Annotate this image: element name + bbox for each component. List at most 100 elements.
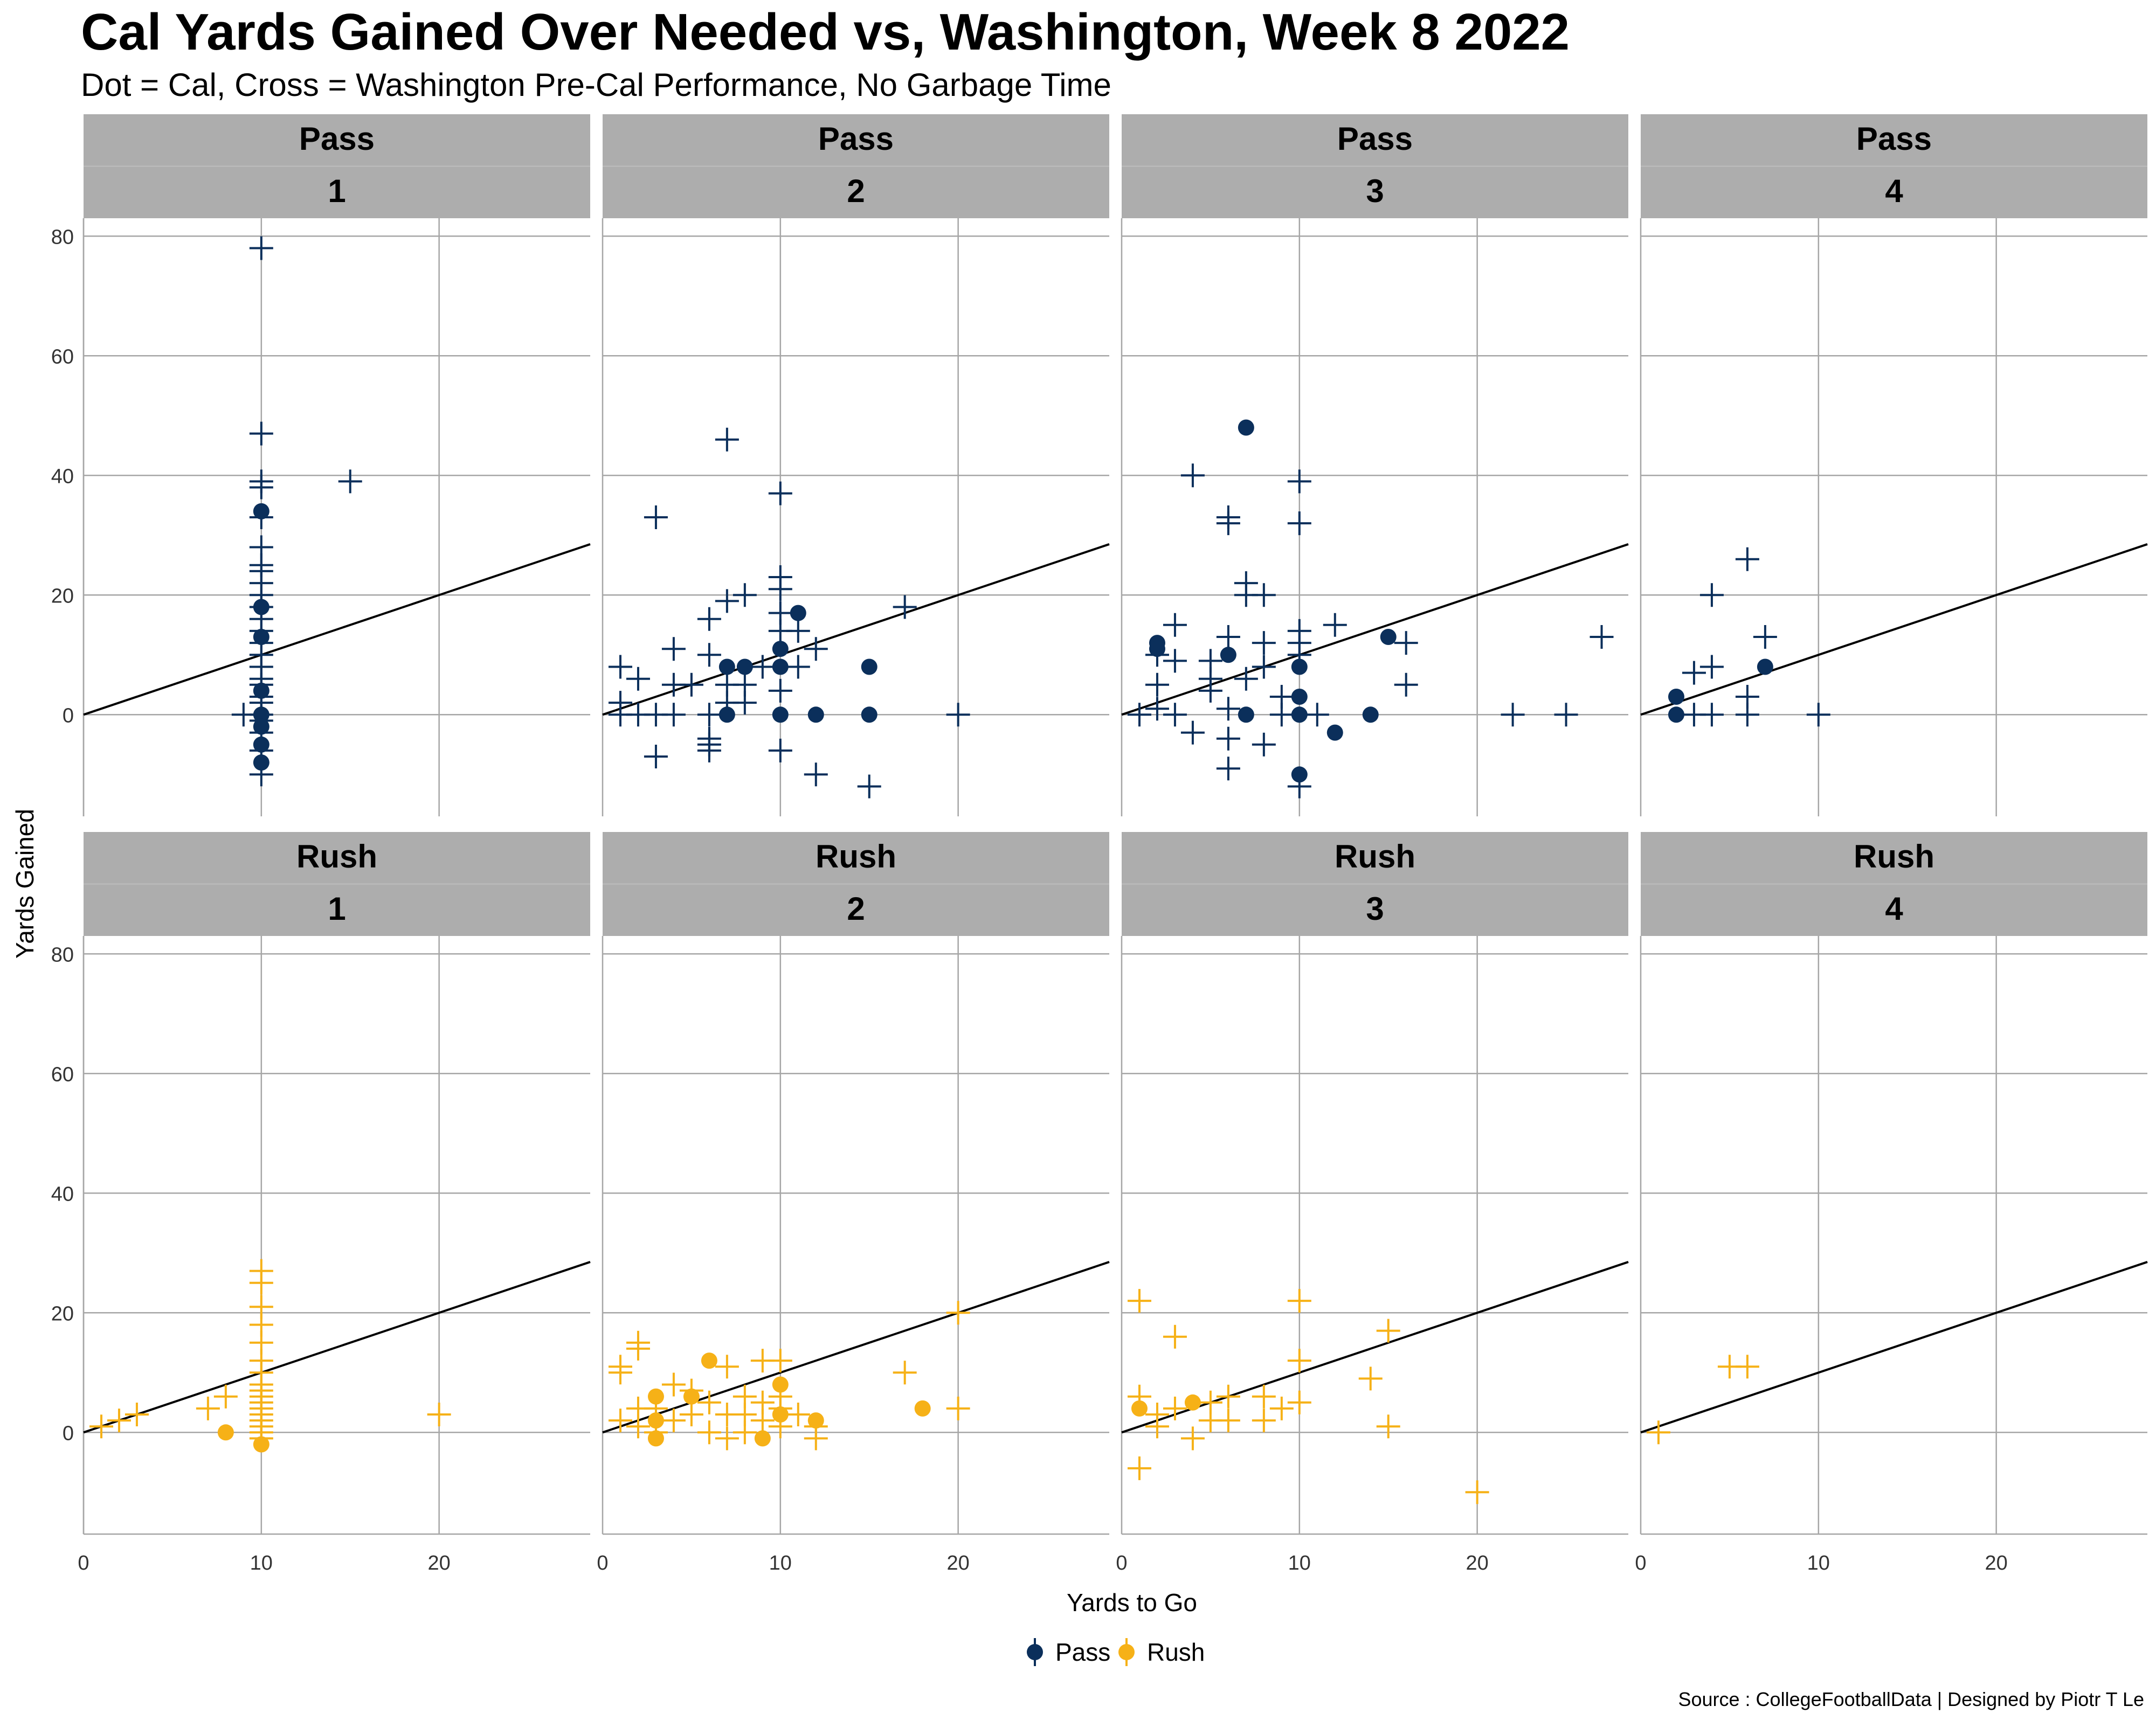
facet-panel-rush-3: Rush 3 0 10 20 xyxy=(1116,832,1629,1575)
washington-cross-point xyxy=(1394,631,1418,655)
washington-cross-point xyxy=(1287,469,1311,494)
cal-dot-point xyxy=(790,605,806,621)
washington-cross-point xyxy=(1699,655,1724,679)
strip-label-play-type: Pass xyxy=(818,121,894,157)
y-tick-label: 20 xyxy=(51,1302,74,1325)
x-tick-label: 10 xyxy=(1288,1552,1311,1575)
washington-cross-point xyxy=(1216,625,1240,649)
washington-cross-point xyxy=(715,427,739,452)
washington-cross-point xyxy=(697,643,721,667)
washington-cross-point xyxy=(679,1403,703,1426)
cal-dot-point xyxy=(772,706,789,723)
cal-dot-point xyxy=(1220,647,1236,663)
washington-cross-point xyxy=(608,1361,632,1385)
x-tick-label: 0 xyxy=(1635,1552,1646,1575)
y-tick-label: 0 xyxy=(63,704,74,727)
cal-dot-point xyxy=(1149,641,1165,657)
washington-cross-point xyxy=(1127,703,1151,727)
cal-dot-point xyxy=(217,1424,234,1441)
washington-cross-point xyxy=(1163,1324,1187,1349)
washington-cross-point xyxy=(750,655,775,679)
washington-cross-point xyxy=(697,738,721,762)
facet-panel-pass-3: Pass 3 xyxy=(1121,114,1629,816)
washington-cross-point xyxy=(786,619,810,643)
reference-line xyxy=(83,1261,591,1434)
strip-label-down: 3 xyxy=(1366,891,1384,927)
washington-cross-point xyxy=(697,1420,721,1445)
x-tick-label: 20 xyxy=(428,1552,451,1575)
cal-dot-point xyxy=(772,1376,789,1393)
cal-dot-point xyxy=(647,1430,664,1447)
y-tick-label: 20 xyxy=(51,585,74,607)
y-axis-label: Yards Gained xyxy=(11,809,39,959)
strip-label-play-type: Rush xyxy=(1335,838,1415,875)
washington-cross-point xyxy=(733,583,757,607)
strip-label-play-type: Pass xyxy=(1337,121,1413,157)
legend-label: Pass xyxy=(1055,1638,1110,1666)
washington-cross-point xyxy=(661,1372,686,1397)
washington-cross-point xyxy=(125,1403,149,1426)
washington-cross-point xyxy=(644,505,668,529)
reference-line xyxy=(1121,543,1629,716)
cal-dot-point xyxy=(1238,706,1254,723)
y-tick-label: 0 xyxy=(63,1422,74,1445)
cal-dot-point xyxy=(1291,658,1308,675)
washington-cross-point xyxy=(1216,1384,1240,1409)
washington-cross-point xyxy=(231,703,255,727)
strip-label-play-type: Rush xyxy=(1854,838,1934,875)
cal-dot-point xyxy=(1291,766,1308,783)
strip-label-down: 1 xyxy=(328,173,345,209)
washington-cross-point xyxy=(1234,667,1258,691)
cal-dot-point xyxy=(718,658,735,675)
cal-dot-point xyxy=(1238,419,1254,436)
cal-dot-point xyxy=(253,1436,270,1453)
legend-item-rush: Rush xyxy=(1118,1638,1205,1666)
cal-dot-point xyxy=(253,718,270,735)
washington-cross-point xyxy=(786,1403,810,1426)
cal-dot-point xyxy=(1380,629,1397,645)
cal-dot-point xyxy=(718,706,735,723)
washington-cross-point xyxy=(1145,672,1169,697)
washington-cross-point xyxy=(1735,1355,1759,1379)
washington-cross-point xyxy=(1163,1396,1187,1420)
cal-dot-point xyxy=(861,706,877,723)
washington-cross-point xyxy=(697,1390,721,1414)
washington-cross-point xyxy=(1287,511,1311,536)
strip-label-play-type: Rush xyxy=(816,838,896,875)
washington-cross-point xyxy=(1358,1367,1383,1391)
cal-dot-point xyxy=(1131,1400,1148,1417)
x-tick-label: 20 xyxy=(1466,1552,1489,1575)
strip-label-play-type: Pass xyxy=(299,121,375,157)
x-tick-label: 0 xyxy=(1116,1552,1127,1575)
cal-dot-point xyxy=(647,1412,664,1429)
reference-line xyxy=(1640,1261,2148,1434)
reference-line xyxy=(1121,1261,1629,1434)
facet-panel-pass-4: Pass 4 xyxy=(1640,114,2148,816)
washington-cross-point xyxy=(249,421,273,446)
washington-cross-point xyxy=(715,1426,739,1451)
washington-cross-point xyxy=(196,1396,220,1420)
cal-dot-point xyxy=(1668,689,1684,705)
washington-cross-point xyxy=(768,481,792,505)
legend-item-pass: Pass xyxy=(1027,1638,1110,1666)
legend-key-dot xyxy=(1027,1644,1043,1660)
legend-key-dot xyxy=(1118,1644,1135,1660)
y-tick-label: 60 xyxy=(51,1063,74,1086)
washington-cross-point xyxy=(733,1420,757,1445)
cal-dot-point xyxy=(253,682,270,699)
washington-cross-point xyxy=(733,691,757,715)
y-tick-label: 80 xyxy=(51,944,74,966)
washington-cross-point xyxy=(661,703,686,727)
washington-cross-point xyxy=(804,762,828,787)
strip-label-down: 4 xyxy=(1885,891,1903,927)
strip-label-down: 2 xyxy=(847,173,865,209)
washington-cross-point xyxy=(427,1403,451,1426)
washington-cross-point xyxy=(89,1414,113,1439)
y-tick-label: 80 xyxy=(51,226,74,248)
washington-cross-point xyxy=(1682,661,1706,685)
cal-dot-point xyxy=(772,658,789,675)
x-tick-label: 10 xyxy=(769,1552,792,1575)
chart-subtitle: Dot = Cal, Cross = Washington Pre-Cal Pe… xyxy=(81,67,1111,103)
